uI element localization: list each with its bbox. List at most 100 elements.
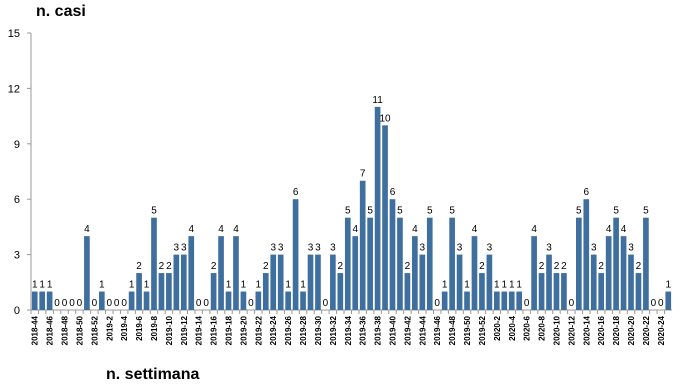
value-label: 0 xyxy=(92,298,98,309)
value-label: 3 xyxy=(487,243,493,254)
value-label: 4 xyxy=(606,224,612,235)
value-label: 2 xyxy=(136,261,142,272)
x-tick-label: 2019-4 xyxy=(120,315,129,340)
value-label: 2 xyxy=(636,261,642,272)
value-label: 1 xyxy=(494,280,500,291)
x-tick-label: 2020-18 xyxy=(612,315,621,345)
bar xyxy=(508,291,515,310)
bar xyxy=(464,291,470,310)
bar xyxy=(501,291,508,310)
bar xyxy=(441,291,448,310)
bar xyxy=(285,291,291,310)
bar xyxy=(188,236,195,310)
x-tick-label: 2019-36 xyxy=(359,315,368,345)
bar xyxy=(359,180,366,310)
y-tick-label: 12 xyxy=(8,83,20,95)
bar xyxy=(643,217,649,310)
bar xyxy=(98,291,105,310)
value-label: 1 xyxy=(300,280,306,291)
bar xyxy=(620,236,627,310)
bar xyxy=(270,254,277,310)
value-label: 3 xyxy=(591,243,597,254)
bar xyxy=(262,273,269,310)
bar xyxy=(84,236,90,310)
x-tick-label: 2020-14 xyxy=(582,315,591,345)
value-label: 1 xyxy=(502,280,508,291)
x-tick-label: 2019-30 xyxy=(314,315,323,345)
value-label: 5 xyxy=(613,206,619,217)
bar xyxy=(449,217,455,310)
bar xyxy=(471,236,478,310)
x-tick-label: 2018-44 xyxy=(31,315,40,345)
x-tick-label: 2019-52 xyxy=(478,315,487,345)
bar xyxy=(39,291,46,310)
bar xyxy=(546,254,552,310)
bar xyxy=(531,236,537,310)
value-label: 5 xyxy=(345,206,351,217)
bar xyxy=(583,199,590,310)
value-label: 1 xyxy=(241,280,247,291)
bar xyxy=(255,291,262,310)
x-tick-label: 2018-50 xyxy=(75,315,84,345)
value-label: 4 xyxy=(412,224,418,235)
bar xyxy=(553,273,560,310)
bar xyxy=(315,254,321,310)
bar xyxy=(479,273,485,310)
x-tick-label: 2019-16 xyxy=(210,315,219,345)
value-label: 3 xyxy=(315,243,321,254)
x-tick-label: 2020-24 xyxy=(657,315,666,345)
x-tick-label: 2019-22 xyxy=(254,315,263,345)
bar xyxy=(404,273,411,310)
bar xyxy=(613,217,619,310)
bar xyxy=(46,291,53,310)
x-axis-label: n. settimana xyxy=(106,366,199,383)
value-label: 3 xyxy=(420,243,426,254)
x-tick-label: 2019-6 xyxy=(135,315,144,340)
value-label: 2 xyxy=(166,261,172,272)
bar xyxy=(352,236,359,310)
x-tick-label: 2020-16 xyxy=(597,315,606,345)
x-tick-label: 2019-46 xyxy=(433,315,442,345)
x-tick-label: 2020-8 xyxy=(538,315,547,340)
y-tick-label: 3 xyxy=(14,250,20,262)
x-tick-label: 2020-12 xyxy=(567,315,576,345)
value-label: 0 xyxy=(114,298,120,309)
bar xyxy=(561,273,567,310)
value-label: 5 xyxy=(427,206,433,217)
x-tick-label: 2020-4 xyxy=(508,315,517,340)
y-tick-label: 0 xyxy=(14,305,20,317)
value-label: 6 xyxy=(293,187,299,198)
bar xyxy=(397,217,403,310)
bar xyxy=(419,254,426,310)
value-label: 1 xyxy=(285,280,291,291)
bar xyxy=(210,273,217,310)
value-label: 0 xyxy=(106,298,112,309)
x-tick-label: 2019-44 xyxy=(418,315,427,345)
y-tick-label: 15 xyxy=(8,28,20,40)
bar xyxy=(292,199,299,310)
value-label: 1 xyxy=(516,280,522,291)
value-label: 4 xyxy=(352,224,358,235)
value-label: 0 xyxy=(651,298,657,309)
value-label: 2 xyxy=(539,261,545,272)
bar xyxy=(337,273,344,310)
y-tick-label: 6 xyxy=(14,194,20,206)
bar xyxy=(240,291,247,310)
value-label: 1 xyxy=(442,280,448,291)
value-label: 1 xyxy=(39,280,45,291)
value-label: 5 xyxy=(397,206,403,217)
bar xyxy=(412,236,418,310)
value-label: 6 xyxy=(584,187,590,198)
bar xyxy=(382,125,388,310)
chart-title: n. casi xyxy=(36,3,86,20)
value-label: 5 xyxy=(151,206,157,217)
x-tick-label: 2019-20 xyxy=(239,315,248,345)
value-label: 7 xyxy=(360,169,366,180)
value-label: 3 xyxy=(278,243,284,254)
x-tick-label: 2019-48 xyxy=(448,315,457,345)
value-label: 0 xyxy=(62,298,68,309)
value-label: 4 xyxy=(472,224,478,235)
value-label: 6 xyxy=(390,187,396,198)
x-tick-label: 2019-50 xyxy=(463,315,472,345)
